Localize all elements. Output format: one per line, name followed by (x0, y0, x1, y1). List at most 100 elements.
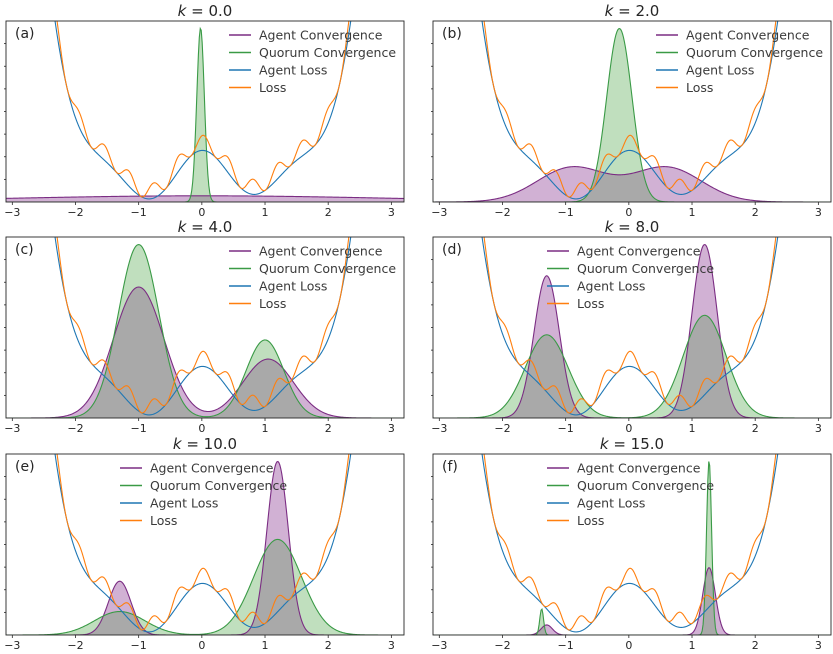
x-tick-label: −3 (4, 422, 20, 435)
quorum-convergence-line (6, 26, 404, 202)
x-tick-label: −1 (558, 206, 574, 219)
quorum-convergence-fill (6, 539, 404, 635)
legend: Agent Convergence Quorum Convergence Agent… (656, 28, 823, 95)
panel-d: −3 −2 −1 0 1 2 3 k = 8.0 (d) Agent Convergence Quo… (431, 218, 832, 435)
legend-label: Agent Convergence (259, 28, 383, 43)
plot-area (6, 21, 404, 202)
legend-label: Quorum Convergence (150, 478, 287, 493)
legend-label: Loss (686, 80, 713, 95)
legend: Agent Convergence Quorum Convergence Agent… (120, 461, 287, 528)
x-tick-label: −2 (494, 206, 510, 219)
legend-label: Loss (259, 80, 286, 95)
agent-convergence-line (6, 286, 404, 418)
legend: Agent Convergence Quorum Convergence Agent… (229, 244, 396, 311)
x-tick-label: −1 (558, 422, 574, 435)
panel-e: −3 −2 −1 0 1 2 3 k = 10.0 (e) Agent Convergence Qu… (4, 435, 405, 652)
x-tick-label: −3 (4, 639, 20, 652)
legend: Agent Convergence Quorum Convergence Agent… (547, 244, 714, 311)
panel-a: −3 −2 −1 0 1 2 3 k = 0.0 (a) Agent Convergence Quo… (4, 2, 405, 219)
overlap-fill (6, 287, 404, 418)
agent-convergence-line (6, 195, 404, 200)
x-tick-label: 3 (388, 422, 395, 435)
quorum-convergence-fill (433, 28, 831, 202)
legend-label: Agent Loss (686, 63, 754, 78)
x-tick-label: 1 (262, 422, 269, 435)
panel-label: (c) (15, 242, 34, 258)
title-k: k (605, 2, 615, 20)
overlap-fill (6, 539, 404, 635)
legend-label: Loss (577, 296, 604, 311)
panel-label: (d) (442, 242, 462, 258)
x-tick-label: −2 (67, 422, 83, 435)
agent-loss-line (54, 454, 352, 633)
loss-line (56, 454, 350, 631)
x-tick-label: −1 (558, 639, 574, 652)
legend-label: Agent Loss (259, 63, 327, 78)
x-tick-label: 1 (689, 639, 696, 652)
x-tick-label: −1 (131, 206, 147, 219)
overlap-fill (433, 170, 831, 202)
overlap-fill (6, 195, 404, 202)
title-k: k (178, 218, 188, 236)
x-tick-label: 2 (752, 206, 759, 219)
title-k: k (173, 435, 183, 453)
panel-label: (b) (442, 26, 462, 42)
x-tick-label: 2 (325, 206, 332, 219)
legend-label: Agent Loss (577, 279, 645, 294)
plot-area (6, 454, 404, 635)
x-tick-label: 1 (689, 206, 696, 219)
title-value: = 0.0 (186, 2, 232, 20)
legend-label: Loss (150, 513, 177, 528)
overlap-fill (433, 315, 831, 418)
loss-line (483, 237, 777, 414)
x-tick-label: −3 (431, 422, 447, 435)
x-tick-label: 0 (625, 422, 632, 435)
x-tick-label: −2 (494, 639, 510, 652)
x-tick-label: 1 (262, 206, 269, 219)
agent-convergence-fill (433, 567, 831, 635)
agent-convergence-line (433, 567, 831, 635)
x-tick-label: 3 (388, 639, 395, 652)
x-tick-label: −2 (494, 422, 510, 435)
x-tick-label: 2 (752, 422, 759, 435)
legend-label: Agent Loss (259, 279, 327, 294)
loss-line (483, 21, 777, 198)
title-value: = 2.0 (613, 2, 659, 20)
panel-title: k = 2.0 (605, 2, 660, 20)
x-tick-label: −2 (67, 639, 83, 652)
legend-label: Quorum Convergence (577, 261, 714, 276)
x-tick-label: −1 (131, 639, 147, 652)
x-tick-label: 0 (198, 206, 205, 219)
x-tick-label: −3 (431, 639, 447, 652)
legend-label: Loss (259, 296, 286, 311)
loss-line (56, 21, 350, 198)
title-k: k (178, 2, 188, 20)
title-value: = 10.0 (182, 435, 238, 453)
plot-area (6, 237, 404, 418)
legend: Agent Convergence Quorum Convergence Agent… (547, 461, 714, 528)
x-tick-label: −3 (431, 206, 447, 219)
x-tick-label: −1 (131, 422, 147, 435)
title-k: k (600, 435, 610, 453)
panel-title: k = 15.0 (600, 435, 664, 453)
legend-label: Agent Convergence (150, 461, 274, 476)
title-value: = 4.0 (186, 218, 232, 236)
panel-title: k = 0.0 (178, 2, 233, 20)
legend: Agent Convergence Quorum Convergence Agent… (229, 28, 396, 95)
loss-line (56, 237, 350, 414)
x-tick-label: 3 (815, 639, 822, 652)
x-tick-label: 0 (625, 639, 632, 652)
x-tick-label: 1 (689, 422, 696, 435)
panel-label: (a) (15, 26, 35, 42)
legend-label: Agent Loss (150, 496, 218, 511)
x-tick-label: 2 (325, 422, 332, 435)
legend-label: Quorum Convergence (577, 478, 714, 493)
plot-area (433, 21, 831, 202)
quorum-convergence-line (433, 27, 831, 202)
legend-label: Agent Loss (577, 496, 645, 511)
agent-convergence-line (433, 166, 831, 202)
x-tick-label: −2 (67, 206, 83, 219)
title-value: = 15.0 (609, 435, 665, 453)
panel-title: k = 8.0 (605, 218, 660, 236)
